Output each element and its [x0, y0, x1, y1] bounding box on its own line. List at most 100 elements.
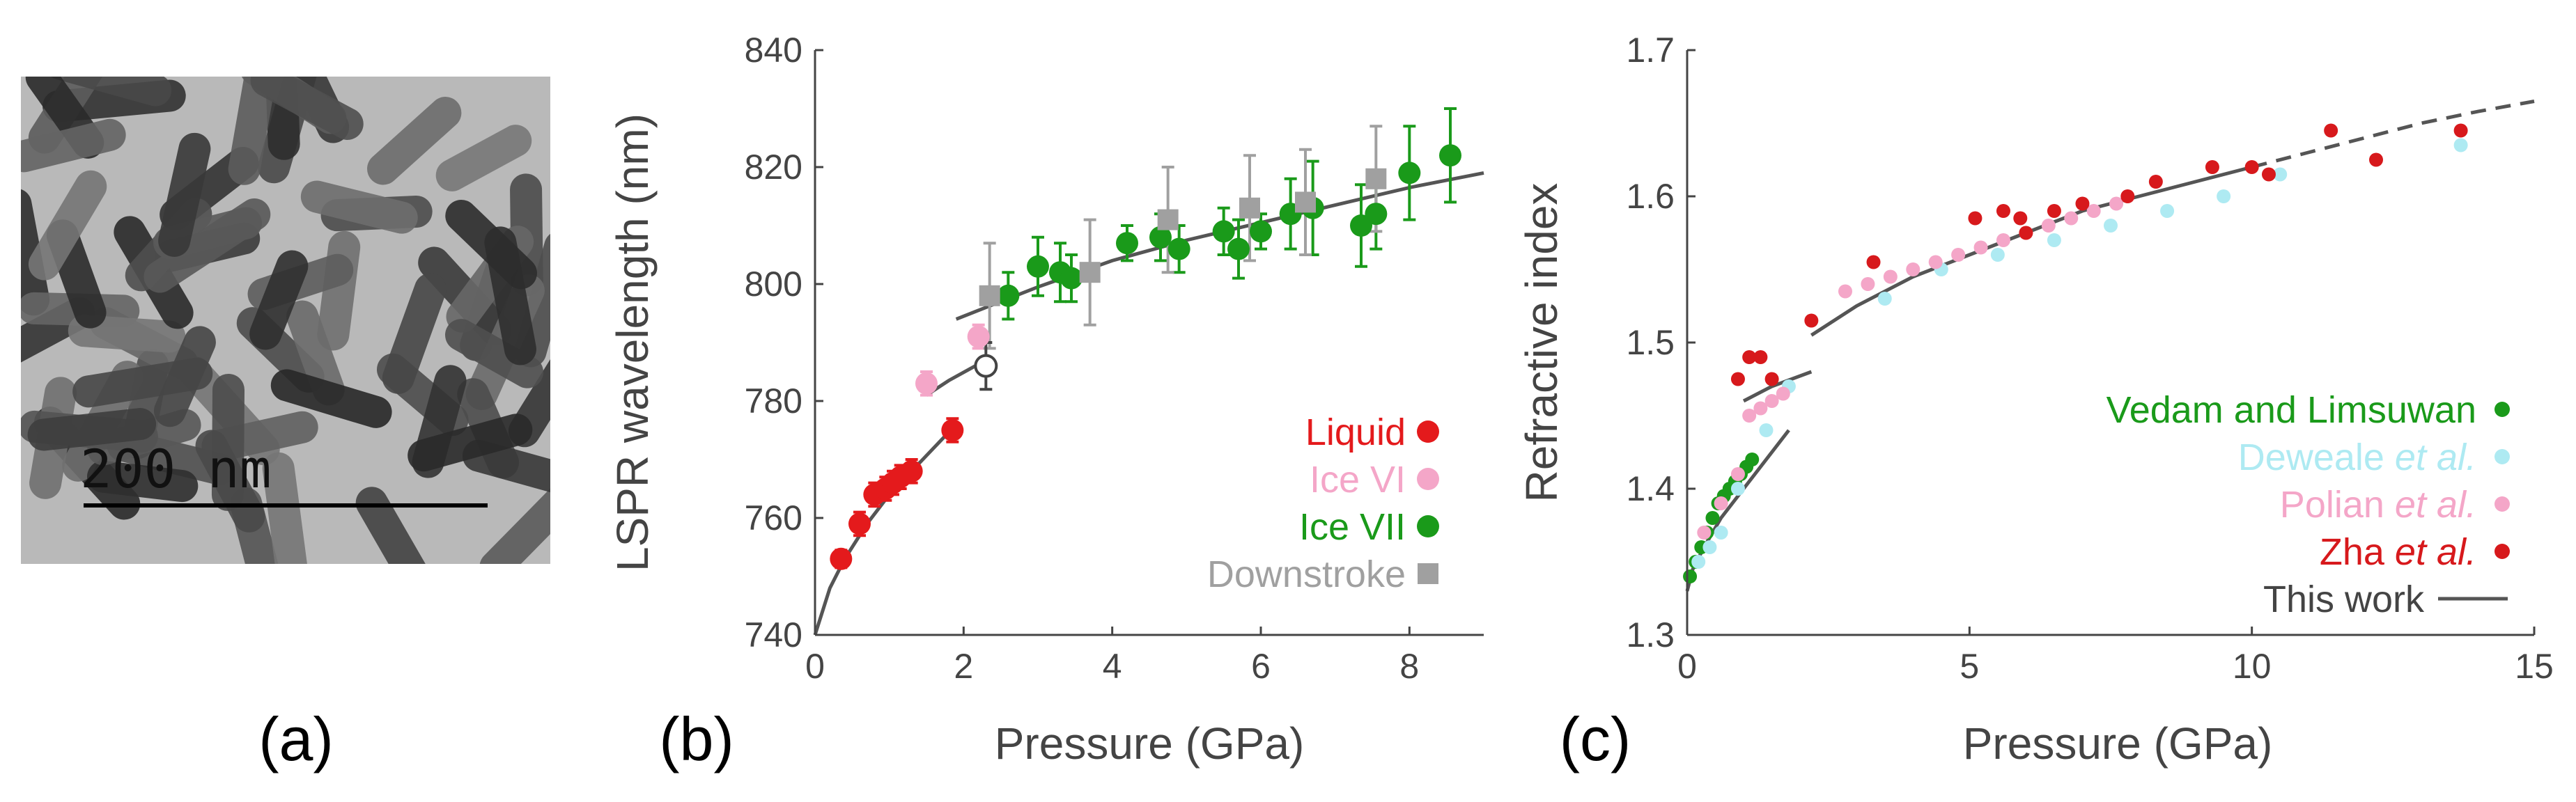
nanorod	[87, 460, 199, 503]
legend-label: Vedam and Limsuwan	[2106, 389, 2476, 431]
nanorod	[408, 414, 533, 472]
data-point-deweale-et-al-	[2217, 189, 2231, 203]
data-point-zha-et-al-	[1730, 372, 1745, 386]
nanorod	[249, 250, 309, 350]
y-tick-label: 760	[745, 498, 802, 537]
data-point-zha-et-al-	[2261, 167, 2276, 182]
plot-area-b	[815, 50, 1484, 635]
data-point-ice-vii	[1250, 220, 1272, 243]
legend-marker	[2494, 449, 2510, 464]
x-tick-label: 6	[1251, 647, 1271, 686]
data-point-polian-et-al-	[1951, 248, 1966, 262]
data-point-ice-vii	[1365, 203, 1388, 226]
data-point-liquid	[848, 512, 871, 535]
nanorod	[300, 180, 418, 234]
x-tick-label: 5	[1960, 647, 1979, 686]
x-tick-label: 0	[1677, 647, 1697, 686]
data-point-polian-et-al-	[1697, 526, 1712, 540]
data-point-zha-et-al-	[2013, 211, 2028, 226]
data-points-b	[830, 144, 1461, 570]
y-tick-label: 780	[745, 382, 802, 420]
x-tick-label: 10	[2233, 647, 2272, 686]
data-point-deweale-et-al-	[1714, 526, 1728, 540]
data-point-zha-et-al-	[2453, 123, 2468, 138]
panel-label-b: (b)	[659, 705, 734, 773]
data-point-ice-vi	[967, 325, 990, 348]
nanorod	[44, 77, 172, 107]
data-point-deweale-et-al-	[2453, 138, 2468, 152]
legend-label: Polian et al.	[2280, 484, 2476, 526]
nanorod	[445, 199, 537, 290]
legend-label: Deweale et al.	[2238, 437, 2476, 478]
data-point-ice-vii	[1212, 220, 1235, 243]
legend-label: Zha et al.	[2320, 531, 2476, 573]
data-point-polian-et-al-	[1753, 401, 1768, 416]
legend-label-fit: This work	[2263, 579, 2425, 620]
nanorod	[27, 408, 157, 451]
data-point-liquid	[941, 419, 964, 441]
legend-c: Vedam and Limsuwan Deweale et al. Polian e…	[2106, 389, 2510, 620]
legend-marker	[1417, 420, 1439, 443]
panel-label-c: (c)	[1560, 705, 1631, 773]
data-point-polian-et-al-	[2041, 219, 2056, 233]
legend-label: Liquid	[1305, 411, 1406, 453]
data-point-polian-et-al-	[1730, 467, 1745, 481]
x-tick-label: 8	[1399, 647, 1419, 686]
data-point-ice-vii	[1060, 267, 1083, 290]
data-point-deweale-et-al-	[1990, 248, 2005, 262]
nanorod	[270, 369, 392, 428]
panel-label-a: (a)	[258, 705, 334, 773]
y-tick-label: 1.5	[1626, 323, 1675, 362]
y-tick-label: 1.6	[1626, 177, 1675, 216]
nanorod	[143, 198, 271, 293]
panel-c-chart: 0 5 10 15 1.3 1.4 1.5 1.6 1.7 Pressure (GPa) Re…	[1516, 31, 2554, 769]
data-point-deweale-et-al-	[2047, 233, 2061, 247]
data-point-zha-et-al-	[2120, 189, 2135, 203]
data-point-ice-vii	[1439, 144, 1461, 167]
nanorod	[479, 473, 550, 564]
x-tick-label: 2	[954, 647, 973, 686]
data-point-polian-et-al-	[1742, 409, 1757, 423]
nanorod	[21, 188, 50, 316]
data-point-zha-et-al-	[1866, 255, 1881, 269]
data-point-ice-vii	[997, 284, 1020, 307]
data-point-polian-et-al-	[1928, 255, 1943, 269]
data-point-polian-et-al-	[1973, 240, 1988, 255]
data-point-ice-vii	[1398, 162, 1421, 184]
data-point-downstroke	[1239, 197, 1260, 219]
data-point-polian-et-al-	[2086, 204, 2101, 218]
data-point-polian-et-al-	[1838, 284, 1852, 299]
data-point-vedam-and-limsuwan	[1683, 569, 1698, 583]
plot-area-c	[1687, 50, 2534, 635]
data-point-downstroke	[1157, 209, 1179, 230]
nanorod	[435, 125, 532, 191]
data-point-downstroke	[1365, 168, 1387, 189]
nanorod	[382, 273, 447, 394]
data-point-zha-et-al-	[1742, 350, 1757, 364]
y-tick-label: 1.3	[1626, 615, 1675, 654]
data-point-ice-vii	[1227, 237, 1250, 260]
fit-curve	[1685, 429, 1790, 592]
data-point-zha-et-al-	[2244, 160, 2259, 174]
data-points-c	[1683, 123, 2468, 583]
data-point-zha-et-al-	[2369, 152, 2384, 167]
data-point-vedam-and-limsuwan	[1705, 511, 1720, 525]
scale-bar-label: 200 nm	[80, 438, 272, 500]
data-point-deweale-et-al-	[2273, 167, 2288, 182]
data-point-deweale-et-al-	[2104, 219, 2118, 233]
data-point-polian-et-al-	[2064, 211, 2079, 226]
nanorod	[153, 326, 216, 427]
data-point-polian-et-al-	[1996, 233, 2010, 247]
data-point-zha-et-al-	[1996, 204, 2010, 218]
legend-marker	[1418, 563, 1438, 584]
x-tick-label: 0	[805, 647, 825, 686]
data-point-deweale-et-al-	[1877, 292, 1892, 306]
data-point-deweale-et-al-	[1702, 540, 1717, 554]
y-axis-label-b: LSPR wavelength (nm)	[607, 113, 658, 572]
y-ticks-c: 1.3 1.4 1.5 1.6 1.7	[1626, 31, 1696, 654]
legend-label: Downstroke	[1207, 553, 1406, 595]
x-tick-label: 4	[1103, 647, 1122, 686]
legend-marker	[2494, 544, 2510, 559]
